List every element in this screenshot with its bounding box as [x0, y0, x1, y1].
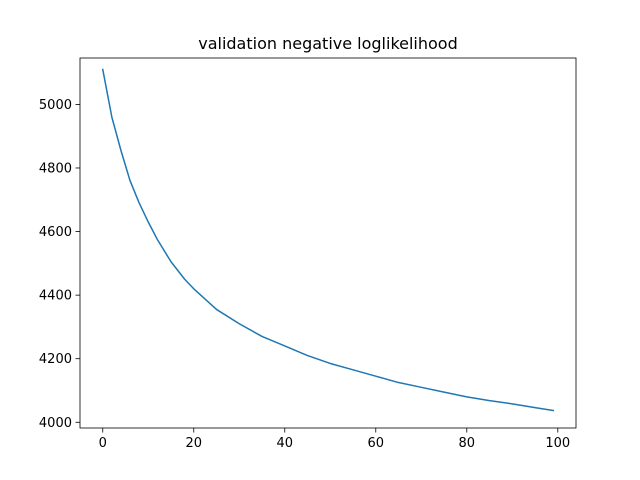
x-tick-label-60: 60 — [368, 436, 385, 451]
x-tick-label-100: 100 — [545, 436, 570, 451]
y-tick-label-4400: 4400 — [39, 289, 72, 304]
x-tick-label-40: 40 — [276, 436, 293, 451]
x-tick-label-20: 20 — [185, 436, 202, 451]
y-tick-label-4800: 4800 — [39, 161, 72, 176]
x-tick-label-80: 80 — [459, 436, 476, 451]
y-tick-label-4600: 4600 — [39, 225, 72, 240]
y-tick-label-4000: 4000 — [39, 416, 72, 431]
y-tick-label-4200: 4200 — [39, 352, 72, 367]
axes-frame — [79, 57, 577, 429]
y-tick-label-5000: 5000 — [39, 98, 72, 113]
x-tick-label-0: 0 — [99, 436, 107, 451]
plot-area: 0 20 40 60 80 100 4000 4200 4400 4600 4800 5000 — [39, 57, 577, 451]
series-line-0 — [101, 68, 555, 412]
chart-title: validation negative loglikelihood — [198, 34, 458, 53]
